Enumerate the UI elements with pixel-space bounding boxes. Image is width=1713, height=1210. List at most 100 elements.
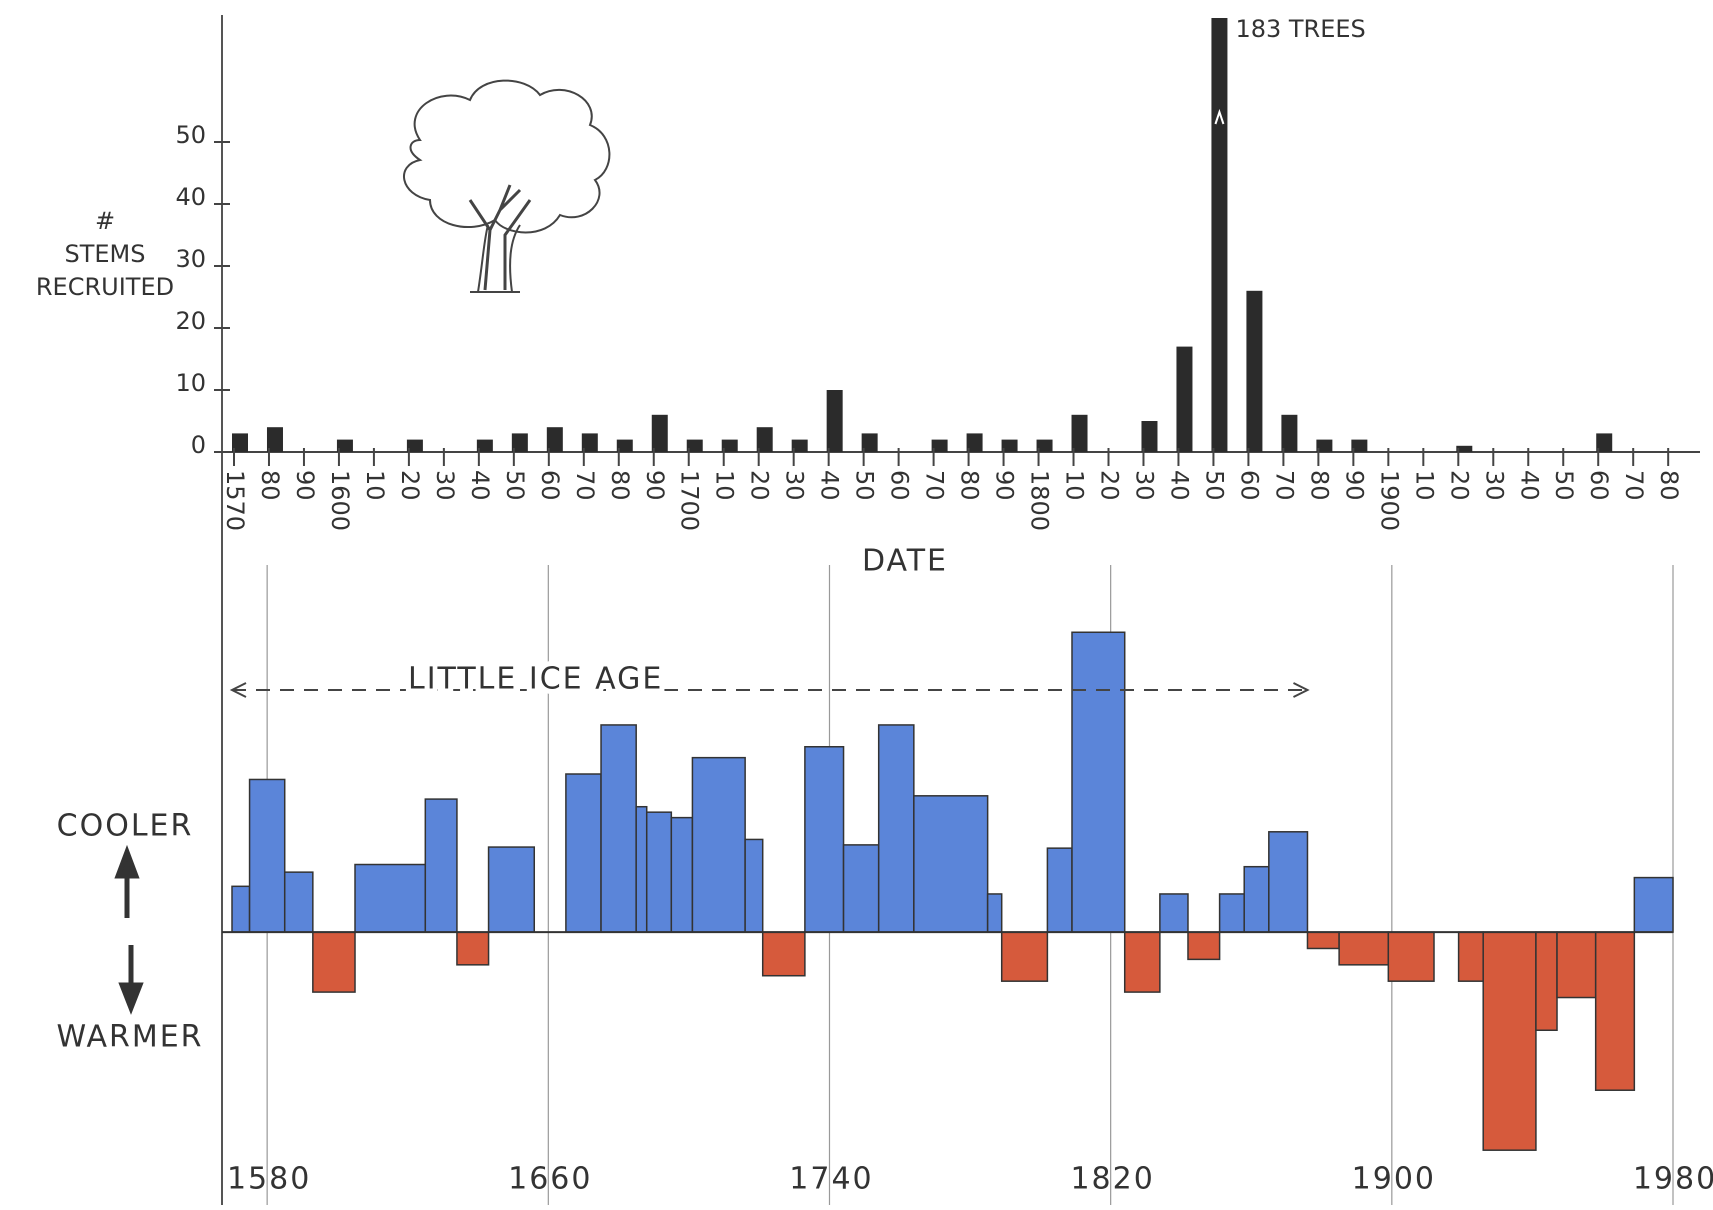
bar [546,427,563,452]
x-tick-label: 90 [641,470,669,501]
tree-illustration [403,79,611,293]
bar [686,439,703,452]
x-tick-label: 80 [1655,470,1683,501]
arrow-up [114,844,140,918]
bar [761,931,806,977]
bar [966,433,983,452]
x-tick-label: 1740 [789,1162,873,1197]
bar [1596,433,1613,452]
y-tick-label: 40 [175,183,206,211]
bar [791,439,808,452]
bar [670,816,694,933]
y-tick-label: 20 [175,307,206,335]
x-tick-label: 80 [606,470,634,501]
x-tick-label: 1900 [1352,1162,1436,1197]
break-arrow [1214,108,1225,125]
bar [877,724,915,933]
bar [1046,847,1073,933]
bar [1457,931,1484,982]
x-tick-label: 40 [466,470,494,501]
bar [476,439,493,452]
bar [1036,439,1053,452]
bar [565,773,602,933]
bar [1316,439,1333,452]
bar [1556,931,1597,999]
x-tick-label: 70 [921,470,949,501]
temperature-chart: 1580 1660 1740 1820 1900 1980 COOLER WARMER LITT… [56,565,1713,1205]
x-tick-label: 1900 [1375,470,1403,531]
annotation: LITTLE ICE AGE [408,662,663,697]
arrow-down [118,945,144,1015]
bar [1141,421,1158,452]
bar [1123,931,1161,993]
y-tick-label: 30 [175,245,206,273]
y-tick-label: 50 [175,121,206,149]
annotation: 183 TREES [1235,15,1365,43]
bar [1218,893,1245,933]
x-tick-label: 10 [361,470,389,501]
bar [1246,290,1263,452]
x-tick-label: 70 [571,470,599,501]
bar [283,871,314,933]
bar [1281,414,1298,452]
bar [1000,931,1049,982]
bar [826,390,843,452]
x-tick-label: 90 [991,470,1019,501]
bar [1176,346,1193,452]
x-tick-label: 80 [256,470,284,501]
bar [1482,931,1537,1151]
bar [312,931,356,993]
bar [1456,445,1473,452]
bar [336,439,353,452]
bar [913,795,989,933]
x-tick-label: 80 [956,470,984,501]
x-tick-label: 1660 [508,1162,592,1197]
bar [1268,831,1309,933]
y-tick-label: 0 [191,431,206,459]
x-tick-label: 90 [1340,470,1368,501]
x-tick-label: 40 [816,470,844,501]
bar [861,433,878,452]
upper-label: COOLER [57,809,194,844]
x-tick-label: 60 [886,470,914,501]
bar [721,439,738,452]
bar [1071,631,1126,933]
x-tick-label: 60 [1585,470,1613,501]
bar [744,838,764,933]
bar [616,439,633,452]
bar [1351,439,1368,452]
bar [487,846,536,933]
x-tick-label: 1570 [221,470,249,531]
x-tick-label: 40 [1165,470,1193,501]
bar [1159,893,1189,933]
x-tick-label: 50 [1550,470,1578,501]
bar [635,805,648,933]
bar [248,778,286,933]
x-tick-label: 30 [781,470,809,501]
x-tick-label: 50 [501,470,529,501]
y-axis-label: STEMS [65,240,146,268]
bar [232,433,248,452]
bar [600,724,637,933]
arrow-head-left [229,682,247,698]
bar [804,746,845,933]
bar [406,439,423,452]
bar [1243,865,1270,933]
x-tick-label: 10 [1410,470,1438,501]
x-tick-label: 1580 [227,1162,311,1197]
bar [691,756,746,933]
bar [1633,876,1674,933]
bar [1071,414,1088,452]
x-tick-label: 70 [1620,470,1648,501]
x-tick-label: 20 [396,470,424,501]
y-axis-label: # [95,207,115,235]
bar [581,433,598,452]
y-tick-label: 10 [175,369,206,397]
bar [424,798,458,933]
x-tick-label: 60 [1235,470,1263,501]
bar [266,427,283,452]
bar [1306,931,1340,950]
